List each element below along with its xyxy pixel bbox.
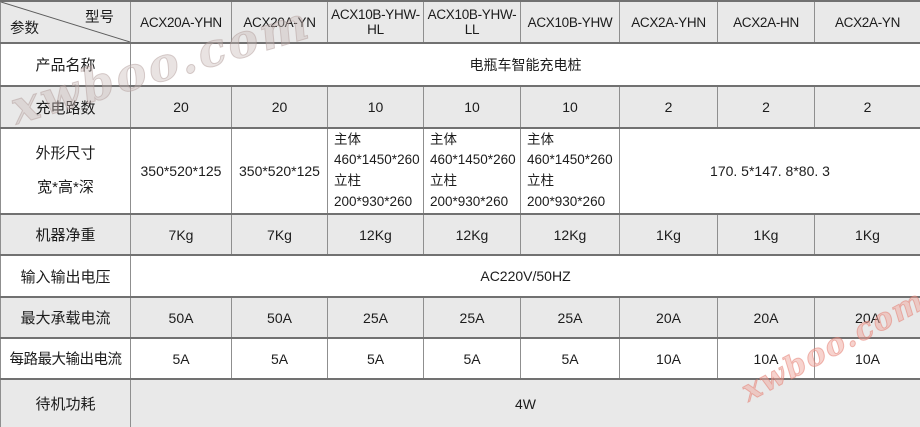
row-label-max-load-current: 最大承载电流 bbox=[0, 296, 131, 339]
dimensions-value-body-pole: 主体 460*1450*260 立柱 200*930*260 bbox=[423, 127, 521, 215]
charging-circuits-value: 10 bbox=[423, 85, 521, 129]
row-label-per-circuit-output-current: 每路最大输出电流 bbox=[0, 337, 131, 380]
max-load-current-value: 50A bbox=[130, 296, 232, 339]
per-circuit-output-current-value: 5A bbox=[520, 337, 620, 380]
charging-circuits-value: 2 bbox=[619, 85, 718, 129]
product-name-value: 电瓶车智能充电桩 bbox=[130, 42, 920, 87]
max-load-current-value: 25A bbox=[327, 296, 424, 339]
row-label-io-voltage: 输入输出电压 bbox=[0, 254, 131, 298]
charging-circuits-value: 20 bbox=[231, 85, 328, 129]
model-header: ACX10B-YHW-LL bbox=[423, 0, 521, 44]
row-label-net-weight: 机器净重 bbox=[0, 213, 131, 256]
standby-power-row: 待机功耗 4W bbox=[0, 378, 920, 427]
model-header: ACX10B-YHW-HL bbox=[327, 0, 424, 44]
diagonal-divider-line bbox=[1, 2, 130, 42]
charging-circuits-value: 2 bbox=[717, 85, 815, 129]
per-circuit-output-current-value: 10A bbox=[717, 337, 815, 380]
model-header: ACX20A-YHN bbox=[130, 0, 232, 44]
dimensions-value-body-pole: 主体 460*1450*260 立柱 200*930*260 bbox=[327, 127, 424, 215]
io-voltage-value: AC220V/50HZ bbox=[130, 254, 920, 298]
charging-circuits-value: 10 bbox=[327, 85, 424, 129]
net-weight-value: 12Kg bbox=[327, 213, 424, 256]
per-circuit-output-current-value: 5A bbox=[130, 337, 232, 380]
model-header: ACX2A-YN bbox=[814, 0, 920, 44]
corner-param-label: 参数 bbox=[10, 21, 39, 37]
max-load-current-value: 50A bbox=[231, 296, 328, 339]
header-row: 型号 参数 ACX20A-YHN ACX20A-YN ACX10B-YHW-HL… bbox=[0, 0, 920, 44]
net-weight-value: 12Kg bbox=[520, 213, 620, 256]
net-weight-value: 12Kg bbox=[423, 213, 521, 256]
io-voltage-row: 输入输出电压 AC220V/50HZ bbox=[0, 254, 920, 298]
dimensions-row: 外形尺寸 宽*高*深 350*520*125 350*520*125 主体 46… bbox=[0, 127, 920, 215]
standby-power-value: 4W bbox=[130, 378, 920, 427]
model-header: ACX2A-YHN bbox=[619, 0, 718, 44]
net-weight-value: 1Kg bbox=[814, 213, 920, 256]
charging-circuits-value: 10 bbox=[520, 85, 620, 129]
per-circuit-output-current-value: 10A bbox=[814, 337, 920, 380]
per-circuit-output-current-row: 每路最大输出电流 5A 5A 5A 5A 5A 10A 10A 10A bbox=[0, 337, 920, 380]
per-circuit-output-current-value: 5A bbox=[327, 337, 424, 380]
dimensions-value-small-models: 170. 5*147. 8*80. 3 bbox=[619, 127, 920, 215]
row-label-charging-circuits: 充电路数 bbox=[0, 85, 131, 129]
dimensions-value-body-pole: 主体 460*1450*260 立柱 200*930*260 bbox=[520, 127, 620, 215]
net-weight-value: 7Kg bbox=[231, 213, 328, 256]
max-load-current-value: 20A bbox=[717, 296, 815, 339]
max-load-current-value: 25A bbox=[423, 296, 521, 339]
dimensions-value: 350*520*125 bbox=[231, 127, 328, 215]
row-label-standby-power: 待机功耗 bbox=[0, 378, 131, 427]
per-circuit-output-current-value: 5A bbox=[231, 337, 328, 380]
per-circuit-output-current-value: 10A bbox=[619, 337, 718, 380]
net-weight-row: 机器净重 7Kg 7Kg 12Kg 12Kg 12Kg 1Kg 1Kg 1Kg bbox=[0, 213, 920, 256]
model-header: ACX20A-YN bbox=[231, 0, 328, 44]
row-label-dimensions: 外形尺寸 宽*高*深 bbox=[0, 127, 131, 215]
dimensions-value: 350*520*125 bbox=[130, 127, 232, 215]
max-load-current-value: 20A bbox=[619, 296, 718, 339]
max-load-current-row: 最大承载电流 50A 50A 25A 25A 25A 20A 20A 20A bbox=[0, 296, 920, 339]
row-label-product-name: 产品名称 bbox=[0, 42, 131, 87]
net-weight-value: 1Kg bbox=[619, 213, 718, 256]
charging-circuits-value: 2 bbox=[814, 85, 920, 129]
charging-circuits-row: 充电路数 20 20 10 10 10 2 2 2 bbox=[0, 85, 920, 129]
model-header: ACX2A-HN bbox=[717, 0, 815, 44]
corner-model-label: 型号 bbox=[85, 10, 114, 26]
charging-circuits-value: 20 bbox=[130, 85, 232, 129]
corner-cell: 型号 参数 bbox=[0, 0, 131, 44]
net-weight-value: 7Kg bbox=[130, 213, 232, 256]
model-header: ACX10B-YHW bbox=[520, 0, 620, 44]
net-weight-value: 1Kg bbox=[717, 213, 815, 256]
max-load-current-value: 25A bbox=[520, 296, 620, 339]
product-name-row: 产品名称 电瓶车智能充电桩 bbox=[0, 42, 920, 87]
max-load-current-value: 20A bbox=[814, 296, 920, 339]
per-circuit-output-current-value: 5A bbox=[423, 337, 521, 380]
